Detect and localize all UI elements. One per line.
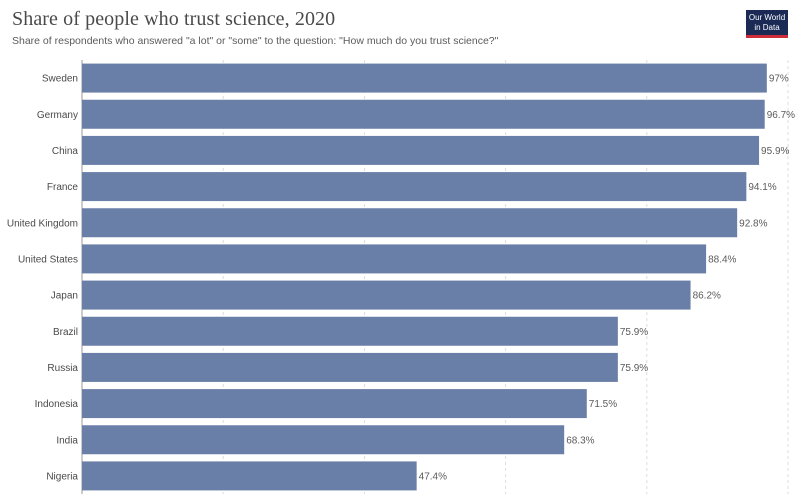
value-label: 96.7% [767,110,795,121]
value-label: 75.9% [620,363,648,374]
value-label: 94.1% [748,182,776,193]
category-label: China [52,146,79,157]
value-label: 68.3% [566,435,594,446]
category-label: United Kingdom [7,218,78,229]
bar-france[interactable] [82,172,747,202]
category-label: India [56,435,78,446]
category-label: Russia [47,363,78,374]
value-label: 88.4% [708,254,736,265]
logo-line-1: Our World [748,13,786,22]
bar-germany[interactable] [82,99,765,129]
bar-sweden[interactable] [82,63,767,93]
value-label: 75.9% [620,327,648,338]
value-label: 71.5% [589,399,617,410]
category-label: France [47,182,79,193]
value-label: 92.8% [739,218,767,229]
bar-indonesia[interactable] [82,389,587,419]
category-label: Japan [51,291,78,302]
bar-united-kingdom[interactable] [82,208,738,238]
value-label: 95.9% [761,146,789,157]
chart-title: Share of people who trust science, 2020 [12,8,336,30]
category-label: Brazil [53,327,78,338]
bar-nigeria[interactable] [82,461,417,491]
category-label: Indonesia [35,399,79,410]
owid-logo[interactable]: Our World in Data [746,10,788,38]
category-label: Germany [37,110,78,121]
bar-china[interactable] [82,135,760,165]
bar-japan[interactable] [82,280,691,310]
bar-india[interactable] [82,425,565,455]
logo-line-2: in Data [754,22,780,32]
category-label: United States [18,254,78,265]
bar-russia[interactable] [82,352,618,382]
value-label: 47.4% [419,471,447,482]
value-label: 86.2% [693,291,721,302]
category-label: Nigeria [46,471,78,482]
bar-brazil[interactable] [82,316,618,346]
chart-subtitle: Share of respondents who answered "a lot… [12,35,499,47]
value-label: 97% [769,74,789,85]
category-label: Sweden [42,74,78,85]
bar-united-states[interactable] [82,244,707,274]
